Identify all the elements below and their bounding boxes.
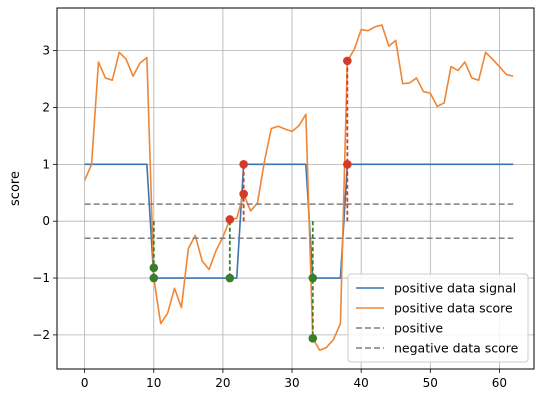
red-marker-point (239, 189, 248, 199)
x-tick-label: 40 (354, 376, 369, 390)
green-marker-point (308, 273, 318, 283)
red-marker-point (343, 160, 352, 169)
x-tick-label: 30 (284, 376, 299, 390)
x-tick-label: 50 (423, 376, 438, 390)
y-tick-label: −2 (32, 328, 50, 342)
y-tick-label: 3 (42, 44, 50, 58)
red-marker-point (343, 56, 352, 66)
legend: positive data signal positive data score p… (347, 273, 529, 363)
green-marker-point (149, 263, 159, 273)
x-tick-label: 60 (492, 376, 507, 390)
legend-box (347, 273, 529, 363)
y-tick-label: 1 (42, 157, 50, 171)
legend-label-3: positive (394, 321, 443, 336)
legend-label-4: negative data score (394, 341, 519, 356)
axis-ticks: 0 10 20 30 40 50 60 −2 −1 0 1 2 3 (32, 44, 507, 390)
x-tick-label: 0 (81, 376, 89, 390)
y-axis-label: score (8, 171, 23, 206)
plot-area (83, 24, 514, 352)
plot-frame (56, 7, 535, 370)
y-tick-label: 2 (42, 100, 50, 114)
y-tick-label: 0 (42, 214, 50, 228)
green-marker-point (149, 273, 159, 283)
red-marker-point (225, 215, 235, 224)
series-line-2 (83, 24, 514, 352)
legend-label-2: positive data score (394, 301, 513, 316)
x-tick-label: 20 (215, 376, 230, 390)
green-marker-point (225, 273, 235, 283)
green-marker-point (308, 334, 318, 343)
x-tick-label: 10 (146, 376, 161, 390)
red-marker-point (239, 160, 248, 169)
y-tick-label: −1 (32, 271, 50, 285)
legend-label-1: positive data signal (394, 281, 516, 296)
